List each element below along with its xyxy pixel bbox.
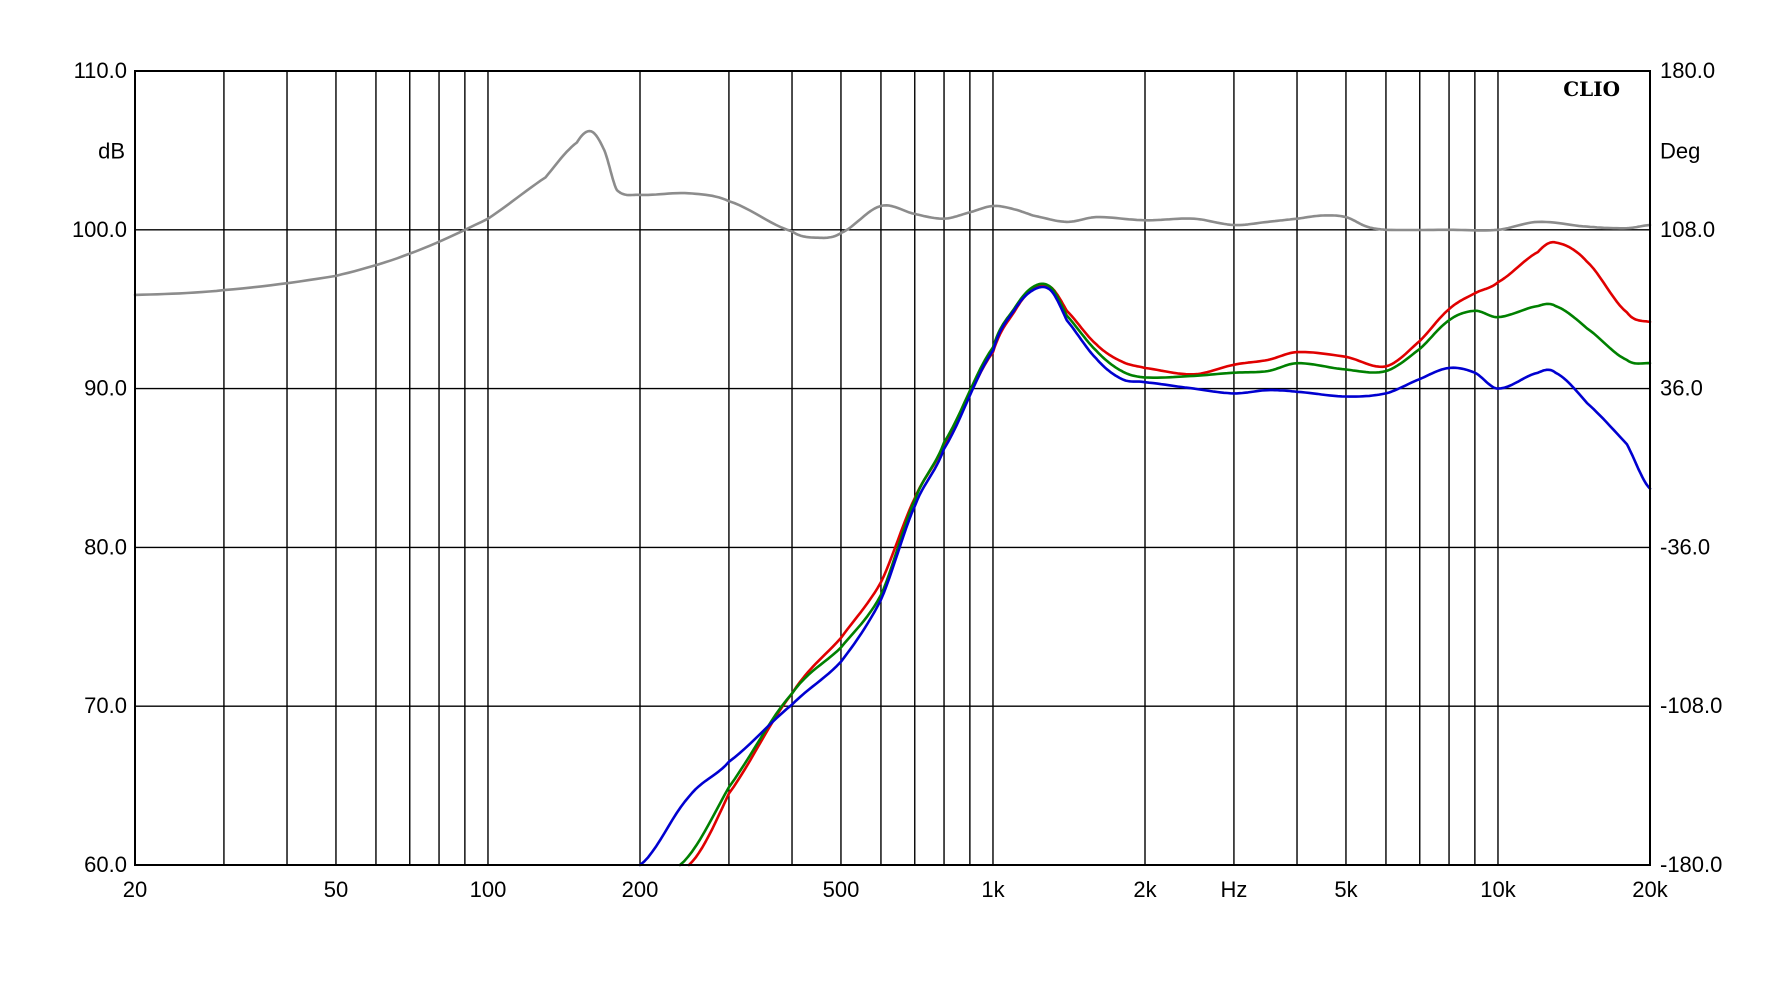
y-tick-label-right: -180.0 bbox=[1660, 852, 1722, 877]
series-layer bbox=[133, 129, 1652, 867]
y-tick-label-left: 90.0 bbox=[84, 376, 127, 401]
x-tick-label: 5k bbox=[1334, 877, 1358, 902]
y-tick-label-left: 100.0 bbox=[72, 217, 127, 242]
y-tick-label-right: -108.0 bbox=[1660, 693, 1722, 718]
x-tick-label: 10k bbox=[1480, 877, 1516, 902]
y-tick-label-right: 108.0 bbox=[1660, 217, 1715, 242]
y-axis-unit-left: dB bbox=[98, 138, 125, 163]
y-tick-label-left: 80.0 bbox=[84, 534, 127, 559]
x-tick-label: 20k bbox=[1632, 877, 1668, 902]
y-tick-label-right: 36.0 bbox=[1660, 376, 1703, 401]
x-tick-label: Hz bbox=[1220, 877, 1247, 902]
x-tick-label: 500 bbox=[823, 877, 860, 902]
series-line-4 bbox=[638, 285, 1652, 867]
y-tick-label-left: 110.0 bbox=[74, 58, 127, 83]
y-axis-unit-right: Deg bbox=[1660, 138, 1700, 163]
plot-frame bbox=[134, 70, 1651, 866]
x-tick-label: 2k bbox=[1133, 877, 1157, 902]
clio-brand-label: CLIO bbox=[1563, 77, 1620, 101]
y-tick-label-left: 60.0 bbox=[84, 852, 127, 877]
x-tick-label: 50 bbox=[324, 877, 348, 902]
y-tick-label-right: 180.0 bbox=[1660, 58, 1715, 83]
x-tick-label: 1k bbox=[981, 877, 1005, 902]
series-line-1 bbox=[133, 129, 1652, 297]
x-tick-label: 100 bbox=[470, 877, 507, 902]
label-layer: dB Deg CLIO 60.0 70.0 80.0 90.0 100.0 110.0 -1… bbox=[72, 58, 1722, 902]
series-line-3 bbox=[678, 282, 1652, 867]
y-tick-label-left: 70.0 bbox=[84, 693, 127, 718]
y-tick-label-right: -36.0 bbox=[1660, 534, 1710, 559]
x-tick-label: 200 bbox=[622, 877, 659, 902]
x-tick-label: 20 bbox=[123, 877, 147, 902]
